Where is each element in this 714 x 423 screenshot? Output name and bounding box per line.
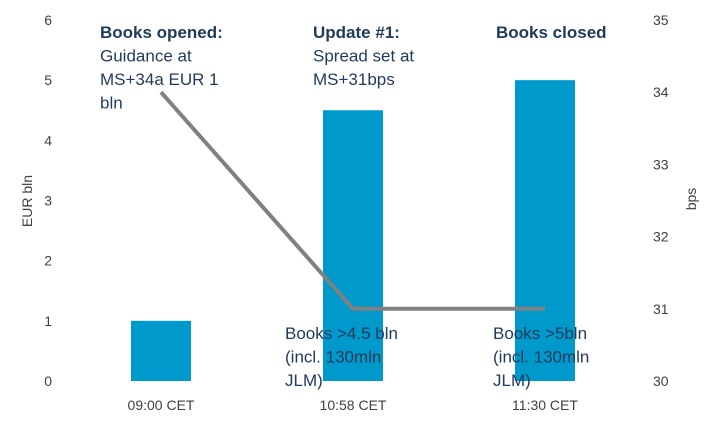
y2-tick-label: 34 bbox=[653, 84, 669, 100]
annotation: Books >5bln (incl. 130mln JLM) bbox=[493, 324, 589, 390]
y2-tick-label: 33 bbox=[653, 156, 669, 172]
y-tick-label: 0 bbox=[44, 373, 52, 389]
x-tick-label: 11:30 CET bbox=[512, 397, 578, 413]
y-tick-label: 2 bbox=[44, 253, 52, 269]
y-tick-label: 1 bbox=[44, 313, 52, 329]
y2-axis-title: bps bbox=[683, 188, 699, 211]
bar bbox=[131, 320, 191, 381]
series-line bbox=[159, 90, 545, 311]
y-tick-label: 3 bbox=[44, 193, 52, 209]
y2-tick-label: 31 bbox=[653, 301, 669, 317]
y2-tick-label: 32 bbox=[653, 229, 669, 245]
y2-tick-label: 30 bbox=[653, 373, 669, 389]
bar bbox=[323, 110, 383, 381]
y-tick-label: 5 bbox=[44, 72, 52, 88]
annotation: Books opened: Guidance at MS+34a EUR 1 bln bbox=[100, 23, 223, 113]
y-axis-title: EUR bln bbox=[19, 175, 35, 227]
y-tick-label: 4 bbox=[44, 132, 52, 148]
x-tick-label: 10:58 CET bbox=[320, 397, 387, 413]
y2-tick-label: 35 bbox=[653, 12, 669, 28]
y-tick-label: 6 bbox=[44, 12, 52, 28]
x-tick-label: 09:00 CET bbox=[128, 397, 195, 413]
annotation: Update #1: Spread set at MS+31bps bbox=[313, 23, 414, 89]
annotation: Books closed bbox=[496, 23, 607, 42]
annotation: Books >4.5 bln (incl. 130mln JLM) bbox=[285, 324, 398, 390]
bar bbox=[515, 80, 575, 382]
